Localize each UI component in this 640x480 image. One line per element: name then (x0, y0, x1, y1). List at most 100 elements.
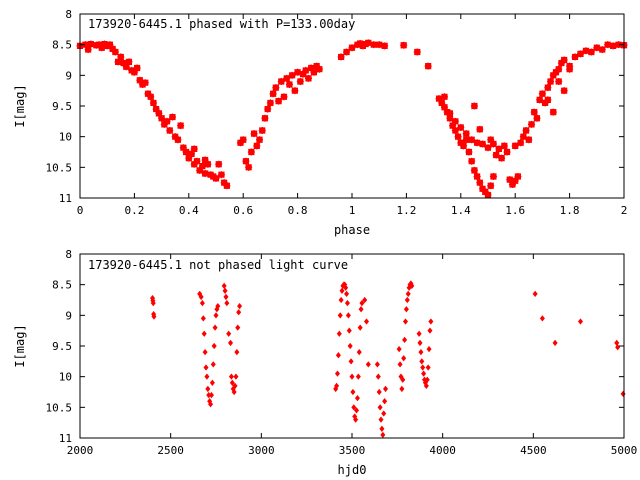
unphased-data-point (426, 345, 432, 353)
phased-data-point (457, 123, 465, 131)
unphased-data-point (396, 345, 402, 353)
unphased-data-point (401, 355, 407, 362)
phased-x-tick: 1.4 (451, 14, 471, 217)
unphased-data-point (344, 299, 350, 307)
phased-data-point (174, 136, 182, 144)
phased-data-point (193, 157, 201, 165)
unphased-data-point (353, 416, 359, 423)
phased-x-tick-label: 1.4 (451, 204, 471, 217)
unphased-data-point (233, 373, 239, 380)
unphased-data-point (427, 327, 433, 334)
unphased-y-tick: 10.5 (46, 401, 624, 414)
phased-x-tick-label: 0.4 (179, 204, 199, 217)
phased-x-axis-label: phase (334, 223, 370, 237)
phased-data-point (158, 114, 166, 122)
phased-x-tick: 0 (77, 14, 84, 217)
phased-data-point (296, 77, 304, 85)
phased-data-point (117, 53, 125, 61)
unphased-y-tick-label: 8 (65, 248, 72, 261)
unphased-data-point (418, 348, 424, 356)
phased-y-tick: 10.5 (46, 161, 624, 174)
unphased-x-tick: 4500 (520, 254, 547, 457)
phased-x-ticks: 0 0.2 0.4 0.6 0.8 1 1.2 1.4 1.6 1.8 2 (77, 14, 627, 217)
phased-data-point (476, 179, 484, 187)
phased-data-point (269, 90, 277, 98)
phased-data-point (555, 65, 563, 73)
unphased-data-point (223, 293, 229, 301)
phased-data-point (604, 41, 612, 49)
phased-x-tick: 1.8 (560, 14, 580, 217)
unphased-data-point (421, 370, 427, 377)
phased-y-tick-label: 11 (59, 192, 72, 205)
unphased-data-point (231, 388, 237, 396)
phased-data-point (242, 157, 250, 165)
unphased-data-point (224, 299, 230, 307)
phased-data-point (473, 173, 481, 181)
unphased-data-point (236, 309, 242, 316)
phased-data-point (400, 41, 408, 49)
unphased-data-point (237, 302, 243, 310)
unphased-data-point (358, 306, 364, 313)
phased-data-point (566, 65, 574, 73)
unphased-x-ticks: 2000 2500 3000 3500 4000 4500 5000 (67, 254, 638, 457)
phased-x-tick-label: 0.6 (233, 204, 253, 217)
phased-points (76, 39, 628, 199)
phased-y-tick-label: 10.5 (46, 161, 73, 174)
phased-data-point (413, 48, 421, 56)
unphased-y-tick: 9.5 (52, 340, 624, 353)
phased-data-point (522, 127, 530, 135)
phased-plot-title: 173920-6445.1 phased with P=133.00day (88, 17, 355, 31)
phased-data-point (247, 148, 255, 156)
phased-data-point (381, 42, 389, 50)
phased-data-point (163, 117, 171, 125)
phased-data-point (462, 130, 470, 138)
phased-data-point (261, 114, 269, 122)
phased-data-point (239, 136, 247, 144)
phased-data-point (190, 145, 198, 153)
phased-data-point (470, 102, 478, 110)
unphased-x-tick: 2000 (67, 254, 93, 457)
unphased-x-tick-label: 4000 (429, 444, 456, 457)
phased-data-point (500, 142, 508, 150)
unphased-data-point (344, 290, 350, 298)
phased-data-point (470, 166, 478, 174)
phased-x-tick: 1 (349, 14, 355, 217)
unphased-data-point (338, 296, 344, 304)
unphased-x-tick-label: 5000 (611, 444, 638, 457)
phased-data-point (250, 130, 258, 138)
unphased-y-tick: 10 (59, 371, 624, 384)
phased-data-point (536, 96, 544, 104)
phased-data-point (280, 93, 288, 101)
phased-data-point (487, 182, 495, 190)
unphased-data-point (337, 312, 343, 319)
phased-y-ticks: 8 8.5 9 9.5 10 10.5 11 (46, 8, 624, 205)
unphased-data-point (428, 318, 434, 325)
unphased-data-point (343, 284, 349, 291)
phased-data-point (245, 163, 253, 171)
unphased-data-point (419, 358, 425, 365)
phased-data-point (473, 139, 481, 147)
phased-x-tick-label: 0 (77, 204, 84, 217)
unphased-data-point (354, 407, 360, 414)
phased-data-point (304, 74, 312, 82)
unphased-data-point (335, 352, 341, 359)
unphased-x-tick-label: 3000 (248, 444, 275, 457)
unphased-data-point (363, 318, 370, 325)
unphased-data-point (420, 364, 426, 371)
phased-data-point (266, 99, 274, 107)
unphased-x-axis-label: hjd0 (338, 463, 367, 477)
unphased-data-point (336, 330, 342, 337)
phased-data-point (177, 122, 185, 130)
phased-x-tick: 0.6 (233, 14, 253, 217)
phased-data-point (198, 162, 206, 170)
unphased-data-point (334, 370, 341, 377)
phased-x-tick: 0.8 (288, 14, 308, 217)
phased-data-point (141, 79, 149, 87)
phased-data-point (489, 173, 497, 181)
phased-data-point (166, 127, 174, 135)
unphased-x-tick-label: 3500 (339, 444, 366, 457)
phased-data-point (525, 136, 533, 144)
phased-data-point (547, 77, 555, 85)
unphased-data-point (347, 342, 353, 350)
phased-data-point (264, 105, 272, 113)
